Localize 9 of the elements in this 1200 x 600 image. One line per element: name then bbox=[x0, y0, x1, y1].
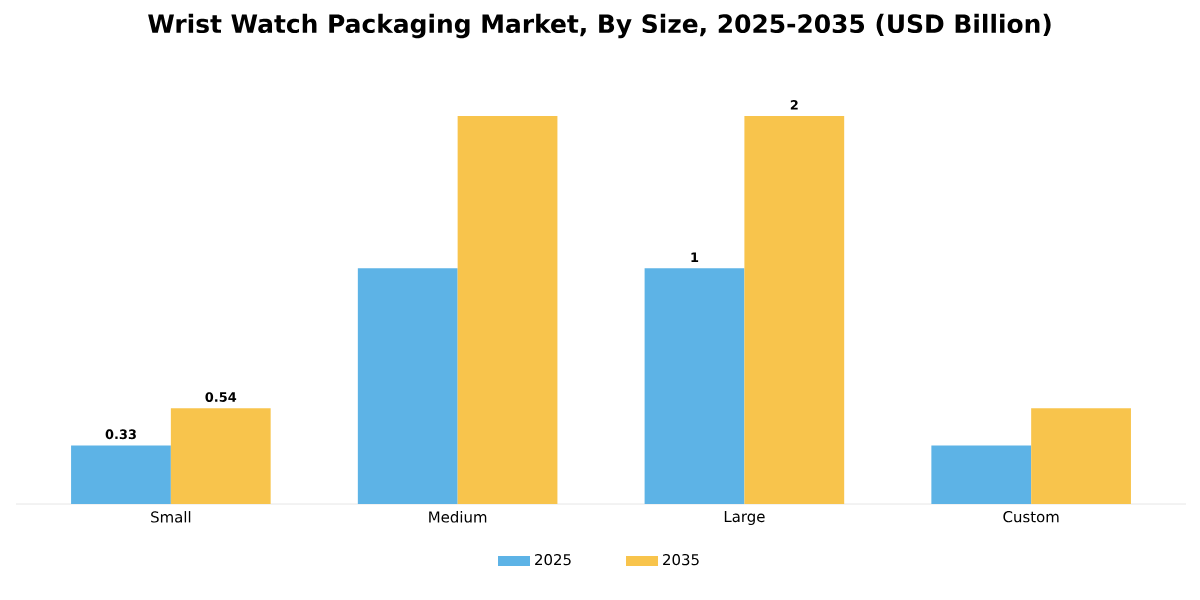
bar bbox=[457, 115, 558, 504]
bar bbox=[71, 445, 171, 504]
bar bbox=[931, 445, 1032, 504]
bar bbox=[170, 408, 271, 504]
bar bbox=[1031, 408, 1131, 504]
chart-title: Wrist Watch Packaging Market, By Size, 2025-2035 (USD Billion) bbox=[148, 13, 1051, 39]
bar bbox=[744, 115, 845, 504]
bar bbox=[357, 268, 458, 504]
bar bbox=[644, 268, 745, 504]
